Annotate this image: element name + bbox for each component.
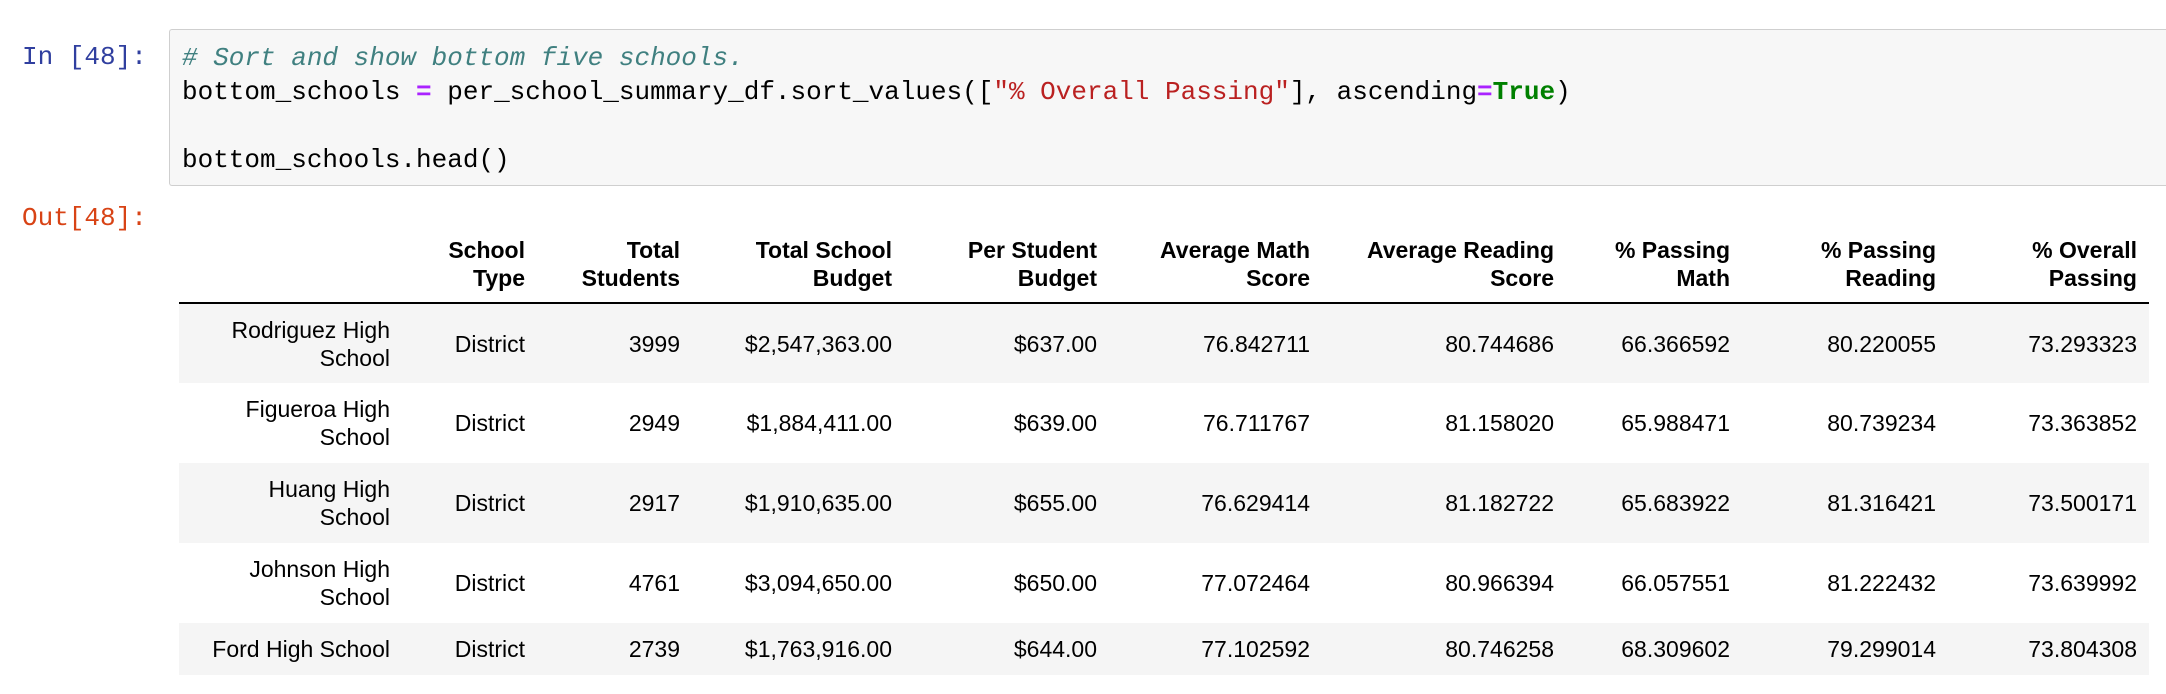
row-index: Huang High School (268, 476, 390, 530)
code-string: "% Overall Passing" (993, 77, 1290, 107)
column-header: Per Student Budget (904, 228, 1109, 304)
table-cell: 65.988471 (1621, 410, 1730, 436)
table-cell: $1,884,411.00 (746, 410, 892, 436)
row-index: Johnson High School (249, 556, 390, 610)
table-row: Rodriguez High School District 3999 $2,54… (179, 303, 2149, 383)
table-cell: $637.00 (1013, 330, 1097, 357)
dataframe-table: School Type Total Students Total School Bud… (179, 228, 2149, 675)
code-expr-end: ) (1555, 77, 1571, 107)
code-expr-mid: ], ascending (1289, 77, 1478, 107)
table-row: Figueroa High School District 2949 $1,884… (179, 383, 2149, 463)
code-text[interactable]: # Sort and show bottom five schools. bot… (182, 41, 1571, 177)
table-cell: $1,763,916.00 (744, 636, 892, 662)
code-assign-operator: = (416, 77, 432, 107)
column-header: Total School Budget (692, 228, 904, 304)
table-cell: District (454, 490, 525, 516)
table-cell: 4761 (628, 570, 680, 596)
table-cell: 76.629414 (1201, 490, 1310, 516)
table-cell: 77.102592 (1201, 636, 1310, 662)
row-index: Rodriguez High School (231, 316, 390, 371)
table-row: Huang High School District 2917 $1,910,63… (179, 463, 2149, 543)
table-cell: $2,547,363.00 (744, 330, 892, 357)
table-cell: 68.309602 (1621, 636, 1730, 662)
column-header: % Passing Reading (1742, 228, 1948, 304)
table-cell: 81.316421 (1827, 490, 1936, 516)
table-cell: $639.00 (1013, 410, 1097, 436)
table-cell: District (454, 636, 525, 662)
table-cell: $3,094,650.00 (744, 570, 892, 596)
output-dataframe: School Type Total Students Total School Bud… (179, 228, 2149, 675)
column-header: Total Students (537, 228, 692, 304)
table-cell: 81.222432 (1827, 570, 1936, 596)
table-cell: 2739 (628, 636, 680, 662)
table-cell: 79.299014 (1827, 636, 1936, 662)
row-index: Ford High School (212, 636, 390, 662)
row-index: Figueroa High School (245, 396, 390, 450)
column-header: School Type (402, 228, 537, 304)
table-row: Ford High School District 2739 $1,763,91… (179, 623, 2149, 675)
code-expr-start: per_school_summary_df.sort_values([ (447, 77, 994, 107)
code-cell-editor[interactable]: # Sort and show bottom five schools. bot… (169, 29, 2166, 186)
table-cell: 73.293323 (2028, 330, 2137, 357)
table-cell: $650.00 (1013, 570, 1097, 596)
code-line-head: bottom_schools.head() (182, 145, 510, 175)
table-cell: 76.711767 (1202, 410, 1310, 436)
table-cell: 77.072464 (1201, 570, 1310, 596)
table-cell: 73.363852 (2028, 410, 2137, 436)
table-cell: 66.057551 (1621, 570, 1730, 596)
table-cell: 65.683922 (1621, 490, 1730, 516)
column-header: Average Math Score (1109, 228, 1322, 304)
column-header: % Overall Passing (1948, 228, 2149, 304)
column-header: % Passing Math (1566, 228, 1742, 304)
table-cell: 81.158020 (1445, 410, 1554, 436)
table-cell: 73.804308 (2028, 636, 2137, 662)
column-header-index (179, 228, 402, 304)
table-row: Johnson High School District 4761 $3,094,… (179, 543, 2149, 623)
table-cell: District (454, 570, 525, 596)
column-header: Average Reading Score (1322, 228, 1566, 304)
code-keyword: True (1492, 77, 1556, 107)
table-cell: 80.966394 (1445, 570, 1554, 596)
table-cell: $644.00 (1013, 636, 1097, 662)
table-cell: $655.00 (1013, 490, 1097, 516)
table-cell: 2917 (628, 490, 680, 516)
table-cell: District (454, 330, 525, 357)
table-cell: 73.639992 (2028, 570, 2137, 596)
table-cell: 2949 (628, 410, 680, 436)
table-cell: $1,910,635.00 (744, 490, 892, 516)
table-cell: 73.500171 (2028, 490, 2137, 516)
table-cell: 80.744686 (1445, 330, 1554, 357)
table-cell: 3999 (628, 330, 680, 357)
table-cell: 66.366592 (1621, 330, 1730, 357)
output-prompt: Out[48]: (22, 203, 147, 233)
input-prompt: In [48]: (22, 42, 147, 72)
table-cell: 80.739234 (1827, 410, 1936, 436)
table-cell: 80.220055 (1827, 330, 1936, 357)
header-row: School Type Total Students Total School Bud… (179, 228, 2149, 304)
table-cell: 81.182722 (1445, 490, 1554, 516)
table-cell: 76.842711 (1202, 330, 1310, 357)
code-comment: # Sort and show bottom five schools. (182, 43, 744, 73)
table-cell: District (454, 410, 525, 436)
code-var: bottom_schools (182, 77, 401, 107)
table-cell: 80.746258 (1445, 636, 1554, 662)
code-eq-operator: = (1477, 77, 1493, 107)
